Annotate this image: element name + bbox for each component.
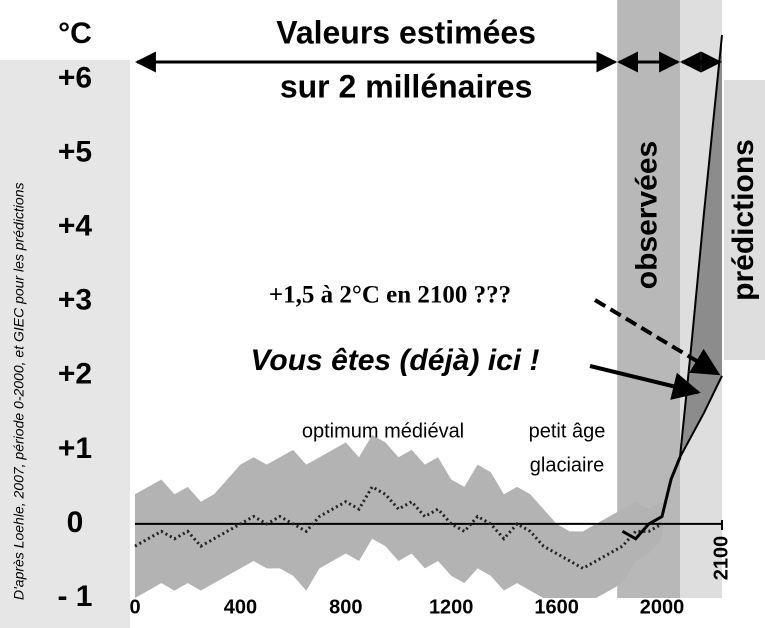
x-tick-label: 1600 — [534, 596, 579, 618]
region-label: prédictions — [727, 139, 760, 301]
x-tick-label: 400 — [224, 596, 257, 618]
here-note: Vous êtes (déjà) ici ! — [251, 344, 540, 377]
estimate-line — [134, 484, 663, 571]
region-band — [617, 0, 680, 598]
region-label: Valeurs estimées — [276, 14, 536, 50]
arrows: Valeurs estimées sur 2 millénaires — [134, 14, 723, 400]
regions: observées prédictions — [617, 0, 765, 598]
observed-line — [621, 456, 682, 541]
x-tick-label: 2100 — [710, 536, 732, 581]
y-tick-label: +5 — [58, 135, 92, 168]
region-label: sur 2 millénaires — [280, 68, 533, 104]
source: D'après Loehle, 2007, période 0-2000, et… — [11, 183, 27, 600]
ticks: +6 +5 +4 +3 +2 +1 0 - 1 0 400 800 1200 1600 2000 2100 — [57, 61, 732, 618]
x-tick-label: 1200 — [429, 596, 474, 618]
y-tick-label: - 1 — [57, 580, 92, 613]
y-unit: °C — [58, 17, 92, 50]
x-tick-label: 0 — [129, 596, 140, 618]
uncertainty-band — [135, 435, 662, 598]
label-box — [724, 80, 765, 360]
region-label: observées — [631, 141, 664, 289]
y-tick-label: +6 — [58, 61, 92, 94]
axis-strip — [0, 60, 130, 628]
forecast-note: +1,5 à 2°C en 2100 ??? — [269, 282, 511, 309]
x-tick-label: 2000 — [640, 596, 685, 618]
ice-age-note: petit âge — [529, 420, 606, 442]
y-tick-label: +2 — [58, 358, 92, 391]
y-tick-label: 0 — [67, 506, 84, 539]
forecast-arrow — [593, 298, 721, 376]
y-tick-label: +1 — [58, 432, 92, 465]
here-arrow — [589, 364, 701, 400]
y-tick-label: +3 — [58, 284, 92, 317]
ice-age-note: glaciaire — [530, 454, 604, 476]
y-tick-label: +4 — [58, 210, 93, 243]
x-tick-label: 800 — [329, 596, 362, 618]
medieval-note: optimum médiéval — [302, 420, 464, 442]
prediction-lower — [679, 375, 723, 458]
